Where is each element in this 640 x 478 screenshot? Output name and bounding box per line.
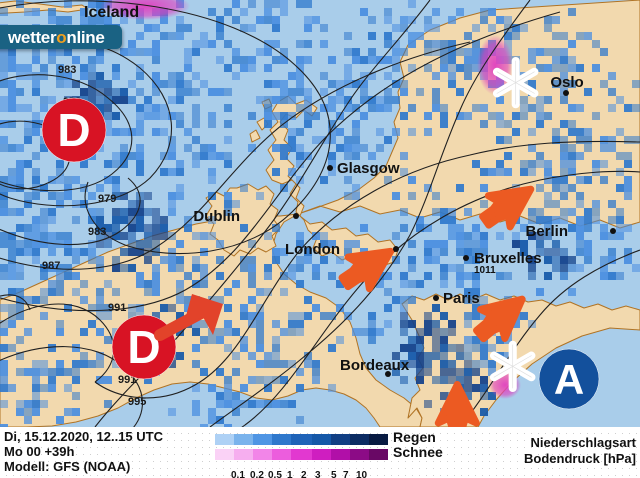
- svg-text:Oslo: Oslo: [550, 74, 583, 91]
- svg-text:979: 979: [98, 193, 116, 205]
- svg-text:991: 991: [108, 302, 126, 314]
- svg-text:995: 995: [128, 396, 146, 408]
- svg-text:Iceland: Iceland: [84, 4, 139, 21]
- svg-text:Bordeaux: Bordeaux: [340, 357, 410, 374]
- svg-text:London: London: [285, 241, 340, 258]
- svg-text:D: D: [57, 104, 90, 156]
- svg-text:983: 983: [58, 64, 76, 76]
- svg-text:A: A: [554, 356, 584, 403]
- svg-text:1011: 1011: [474, 265, 496, 276]
- svg-text:Berlin: Berlin: [525, 223, 568, 240]
- svg-text:Dublin: Dublin: [193, 208, 240, 225]
- svg-text:983: 983: [88, 226, 106, 238]
- svg-text:Glasgow: Glasgow: [337, 160, 400, 177]
- svg-text:D: D: [127, 321, 160, 373]
- svg-text:Paris: Paris: [443, 290, 480, 307]
- svg-text:987: 987: [42, 260, 60, 272]
